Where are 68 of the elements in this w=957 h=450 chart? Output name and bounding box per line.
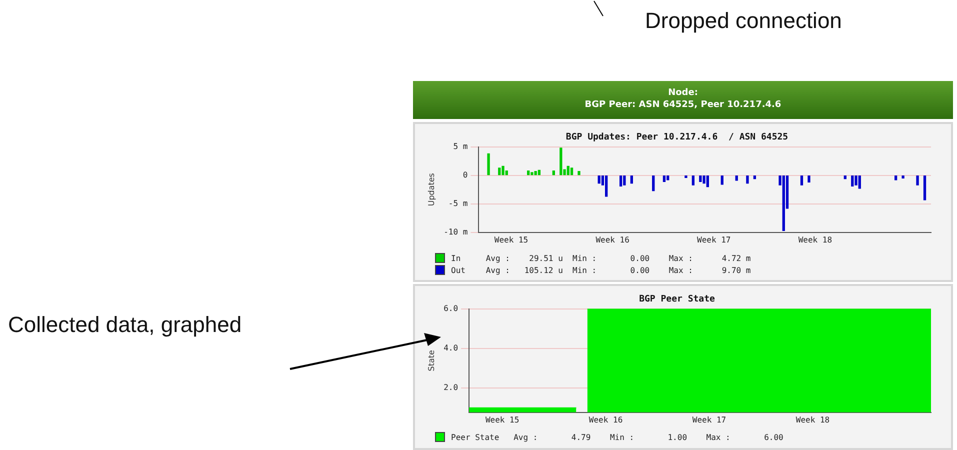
y-tick-label: 4.0 [444,343,458,352]
bar [844,176,846,180]
legend-label: Out [451,266,466,274]
text: Avg : 4.79 Min : 1.00 Max : 6.00 [512,432,784,442]
bar [623,176,626,186]
bar [487,153,490,176]
bar [894,176,898,180]
y-tick-label: -5 m [448,198,468,208]
text: Avg : 29.51 u Min : 0.00 Max : 4.72 m [484,254,751,262]
bar [530,172,534,176]
x-tick-label: Week 15 [494,235,528,244]
x-tick-label: Week 17 [697,235,731,244]
x-tick-label: Week 17 [692,415,726,424]
bar [753,176,756,180]
y-tick-label: 6.0 [444,304,458,313]
y-axis-title: Updates [426,173,436,206]
bar [735,176,738,181]
bar [916,176,919,186]
bar [560,148,562,176]
bar [534,171,537,176]
bar [566,166,570,176]
bar [505,170,508,176]
bar [902,176,904,179]
x-tick-label: Week 18 [796,415,830,424]
bar [858,176,861,189]
bar [498,168,501,176]
bar [570,168,574,176]
bar [851,176,854,187]
text: Dropped connection [645,8,842,34]
bar [502,166,504,176]
x-tick-label: Week 16 [588,415,623,424]
bar [619,176,622,187]
x-tick-label: Week 16 [596,235,630,244]
bar [598,176,600,184]
bar [706,176,709,188]
bar [630,176,633,184]
y-tick-label: 0 [462,170,468,180]
bar [782,176,785,232]
x-tick-label: Week 15 [485,415,520,424]
text: Avg : 105.12 u Min : 0.00 Max : 9.70 m [484,266,751,274]
bar [652,176,655,192]
text: Peer State [451,432,500,442]
text: Collected data, graphed [8,312,242,338]
bar [923,176,926,200]
bar [578,171,580,176]
bar [692,176,695,186]
bar [527,170,530,176]
bar [662,176,666,182]
y-tick-label: 2.0 [444,383,458,392]
chart-title: BGP Peer State [639,294,716,305]
legend-label: In [451,254,462,262]
text: Node: [667,87,699,99]
bar [800,176,804,186]
bar [666,176,670,180]
y-tick-label: -10 m [444,227,468,236]
bar [854,176,858,186]
bar [702,176,706,184]
bar [808,176,810,183]
text: BGP Peer: ASN 64525, Peer 10.217.4.6 [584,99,782,111]
bar [746,176,749,184]
bar [605,176,608,197]
y-tick-label: 5 m [453,142,468,151]
y-axis-title: State [426,350,436,372]
bar [552,170,555,176]
bar [720,176,724,185]
bar [699,176,702,182]
chart-title: BGP Updates: Peer 10.217.4.6 / ASN 64525 [566,132,788,143]
x-tick-label: Week 18 [798,235,832,244]
